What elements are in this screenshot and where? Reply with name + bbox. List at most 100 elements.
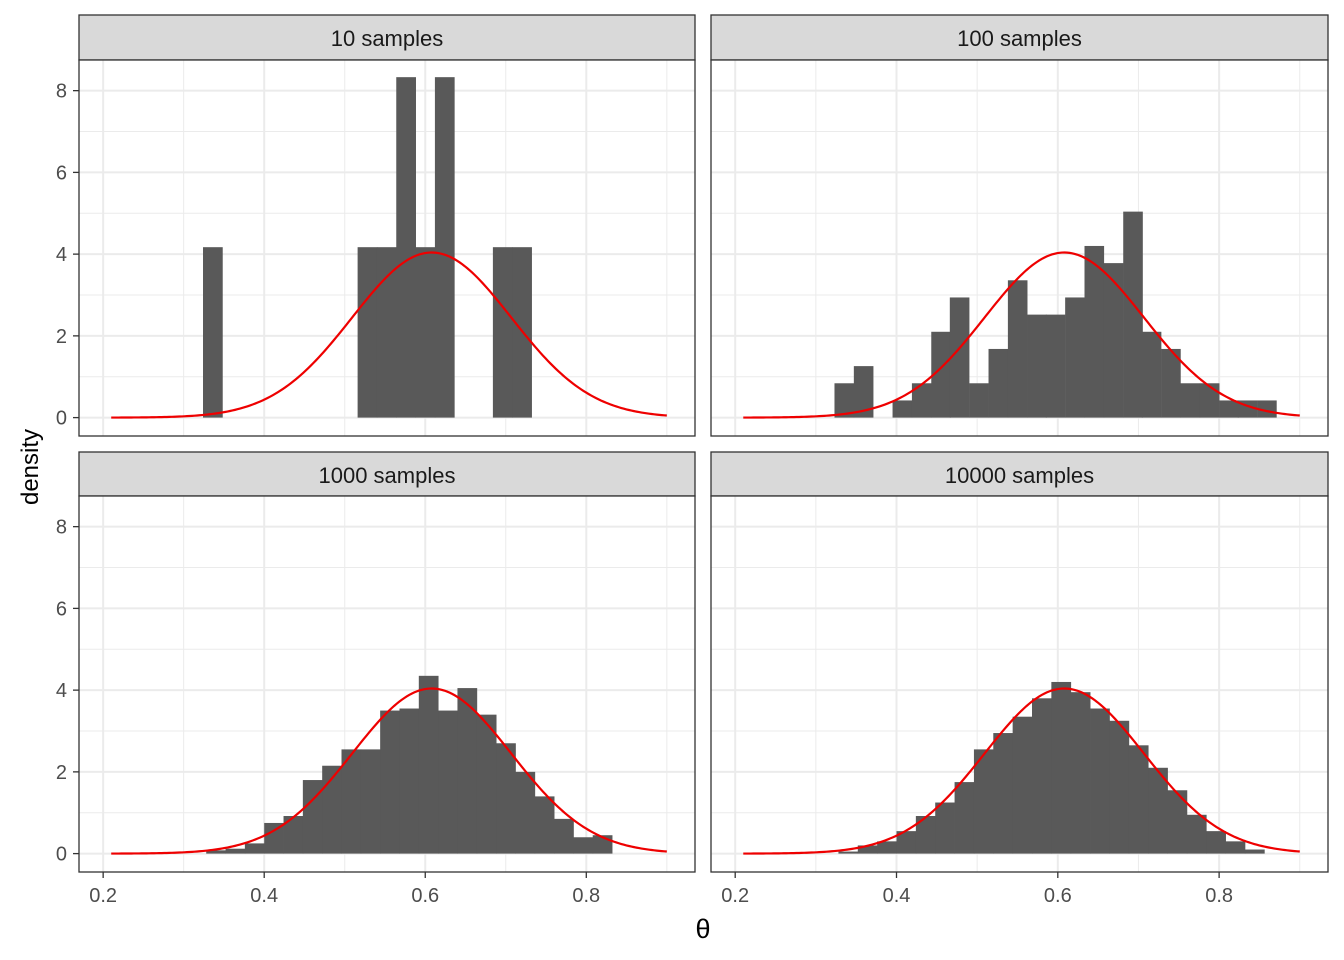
strip-header	[78, 14, 696, 61]
histogram-bar	[457, 688, 478, 854]
panel-border	[78, 59, 696, 437]
histogram-bar	[1051, 681, 1072, 854]
density-curve	[743, 251, 1300, 419]
histogram-bar	[399, 708, 420, 854]
histogram-bar	[1070, 692, 1091, 854]
histogram-bar	[1032, 698, 1052, 854]
histogram-bar	[476, 714, 497, 854]
x-tick-label: 0.4	[250, 885, 278, 907]
panel-border	[710, 495, 1329, 873]
histogram-bar	[357, 247, 378, 418]
x-axis-label: θ	[695, 914, 710, 944]
histogram-bar	[1161, 348, 1181, 418]
histogram-bar	[302, 780, 323, 854]
histogram-bar	[988, 348, 1009, 418]
histogram-bar	[896, 831, 917, 854]
histogram-bar	[935, 802, 955, 854]
histogram-bar	[244, 843, 265, 854]
histogram-bar	[1084, 245, 1105, 418]
histogram-bar	[1123, 211, 1143, 418]
histogram-bar	[1045, 314, 1066, 418]
histogram-bar	[993, 733, 1014, 854]
histogram-bar	[203, 247, 223, 418]
density-curve	[743, 687, 1300, 855]
histogram-bar	[376, 247, 397, 418]
histogram-bar	[857, 845, 878, 854]
panel-1: 10 samples 0 2 4 6 8	[56, 14, 696, 437]
histogram-bar	[1109, 720, 1130, 854]
histogram-bar	[283, 816, 304, 854]
histogram-bar	[931, 331, 951, 418]
histogram-bar	[1148, 767, 1168, 854]
histogram-bar	[396, 77, 416, 418]
histogram-bar	[1128, 745, 1149, 854]
panel-4: 10000 samples 0.2 0.4 0.6 0.8	[710, 451, 1329, 907]
histogram-bar	[341, 749, 362, 854]
panels: 10 samples 0 2 4 6 8 100 samples 1000 samples 0 2…	[56, 14, 1329, 907]
panel-2: 100 samples	[710, 14, 1329, 437]
strip-label: 10000 samples	[945, 463, 1094, 488]
x-tick-label: 0.8	[572, 885, 600, 907]
histogram-bar	[573, 837, 594, 854]
histogram-bar	[1199, 383, 1220, 418]
y-tick-label: 0	[56, 844, 67, 866]
histogram-bar	[1206, 831, 1226, 854]
histogram-bar	[1257, 400, 1277, 418]
histogram-bar	[1244, 849, 1265, 854]
histogram-bar	[380, 710, 400, 854]
x-tick-label: 0.8	[1205, 885, 1233, 907]
density-curve	[111, 251, 667, 419]
panel-border	[710, 59, 1329, 437]
histogram-bar	[838, 851, 859, 854]
histogram-bar	[1141, 331, 1162, 418]
strip-label: 100 samples	[957, 26, 1082, 51]
y-tick-label: 0	[56, 408, 67, 430]
histogram-bar	[877, 841, 897, 854]
histogram-bar	[1219, 400, 1239, 418]
x-tick-label: 0.4	[883, 885, 911, 907]
histogram-bar	[418, 675, 439, 854]
y-tick-label: 8	[56, 81, 67, 103]
histogram-bar	[496, 743, 516, 854]
panel-3: 1000 samples 0 2 4 6 8 0.2 0.4 0.6 0.8	[56, 451, 696, 907]
histogram-bar	[225, 848, 246, 854]
y-tick-label: 4	[56, 680, 67, 702]
histogram-bar	[949, 297, 970, 418]
histogram-bar	[954, 782, 975, 854]
y-tick-label: 8	[56, 517, 67, 539]
y-axis-label: density	[17, 429, 44, 505]
histogram-bar	[1090, 708, 1110, 854]
histogram-bar	[1065, 297, 1085, 418]
histogram-bar	[438, 710, 458, 854]
histogram-bar	[1180, 383, 1201, 418]
histogram-bar	[1186, 814, 1207, 854]
histogram-bar	[1027, 314, 1047, 418]
y-tick-label: 6	[56, 162, 67, 184]
y-tick-label: 2	[56, 326, 67, 348]
histogram-bar	[415, 247, 436, 418]
strip-header	[78, 451, 696, 497]
histogram-bar	[434, 77, 455, 418]
histogram-bar	[1167, 790, 1188, 854]
x-tick-label: 0.6	[411, 885, 439, 907]
histogram-bar	[853, 366, 874, 418]
histogram-bar	[515, 771, 536, 854]
strip-label: 10 samples	[331, 26, 444, 51]
density-curve	[111, 687, 667, 855]
y-tick-label: 2	[56, 762, 67, 784]
y-tick-label: 6	[56, 598, 67, 620]
histogram-bar	[264, 822, 284, 854]
histogram-bar	[322, 765, 342, 854]
histogram-bar	[1103, 263, 1124, 418]
histogram-bar	[915, 816, 936, 854]
histogram-bar	[911, 383, 932, 418]
histogram-bar	[554, 818, 574, 854]
strip-label: 1000 samples	[319, 463, 456, 488]
histogram-bar	[534, 796, 555, 854]
x-tick-label: 0.2	[721, 885, 749, 907]
histogram-bar	[360, 749, 381, 854]
strip-header	[710, 14, 1329, 61]
histogram-bar	[834, 383, 855, 418]
histogram-bar	[206, 850, 226, 854]
